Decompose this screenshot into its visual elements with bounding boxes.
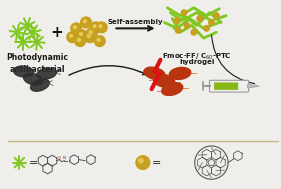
FancyBboxPatch shape [214, 82, 238, 90]
Circle shape [78, 38, 80, 41]
Circle shape [83, 20, 86, 23]
Circle shape [71, 23, 81, 34]
Ellipse shape [24, 74, 43, 85]
Circle shape [181, 10, 187, 15]
Text: Self-assembly: Self-assembly [107, 19, 163, 25]
Circle shape [81, 17, 91, 28]
Circle shape [197, 16, 202, 21]
Circle shape [80, 33, 82, 36]
Circle shape [209, 20, 214, 25]
Ellipse shape [144, 67, 165, 80]
Circle shape [70, 35, 72, 37]
Circle shape [67, 32, 78, 43]
Ellipse shape [154, 75, 175, 87]
Circle shape [184, 23, 190, 28]
Circle shape [74, 26, 76, 29]
Circle shape [87, 28, 97, 39]
Ellipse shape [162, 83, 183, 95]
Text: N: N [63, 156, 66, 160]
Circle shape [99, 25, 102, 28]
Circle shape [93, 25, 96, 28]
Circle shape [94, 36, 105, 46]
Circle shape [139, 159, 143, 163]
Circle shape [85, 32, 95, 43]
Ellipse shape [37, 68, 56, 79]
Ellipse shape [169, 67, 191, 79]
Text: O: O [58, 156, 61, 160]
FancyBboxPatch shape [209, 80, 249, 92]
Circle shape [77, 30, 87, 41]
Circle shape [191, 29, 196, 35]
Polygon shape [248, 84, 259, 88]
Text: =: = [28, 158, 38, 168]
Circle shape [204, 26, 209, 31]
Text: +: + [50, 25, 63, 40]
Text: =: = [152, 158, 161, 168]
Ellipse shape [13, 66, 33, 77]
Ellipse shape [31, 79, 49, 91]
Circle shape [97, 38, 100, 41]
Text: hydrogel: hydrogel [179, 59, 214, 65]
Circle shape [87, 35, 90, 37]
Circle shape [136, 156, 150, 170]
Text: Photodynamic
antibacterial: Photodynamic antibacterial [6, 53, 68, 74]
Circle shape [214, 13, 219, 18]
Circle shape [175, 28, 181, 33]
Circle shape [89, 31, 92, 34]
Text: Fmoc-FF/ C$_{60}$-PTC: Fmoc-FF/ C$_{60}$-PTC [162, 52, 232, 62]
Circle shape [175, 18, 180, 23]
Circle shape [90, 22, 101, 33]
Circle shape [96, 22, 107, 33]
Circle shape [75, 36, 85, 46]
